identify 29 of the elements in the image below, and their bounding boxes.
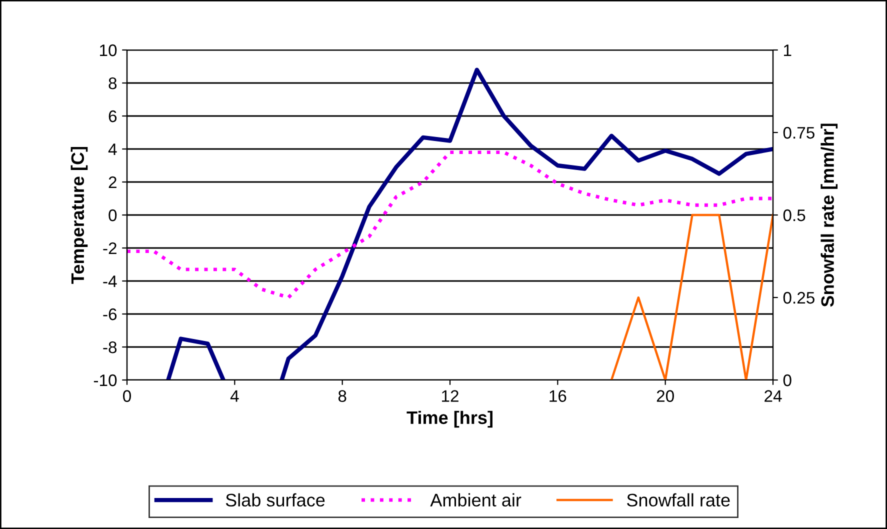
- y-tick-label: -2: [103, 242, 116, 254]
- x-tick-label: 24: [764, 390, 782, 402]
- y2-tick-label: 0.5: [783, 209, 806, 222]
- y-tick-label: -6: [103, 308, 117, 320]
- x-tick-label: 0: [123, 390, 131, 402]
- y2-tick-label: 0.25: [783, 292, 814, 304]
- x-axis-title: Time [hrs]: [406, 410, 492, 428]
- legend-label: Ambient air: [430, 493, 522, 507]
- y-tick-label: -8: [103, 341, 117, 354]
- legend-label: Snowfall rate: [627, 493, 730, 507]
- y-tick-label: 8: [108, 77, 117, 90]
- y2-axis-title: Snowfall rate [mm/hr]: [820, 124, 838, 307]
- x-tick-label: 8: [338, 390, 346, 402]
- y2-tick-label: 0.75: [783, 126, 814, 139]
- y-tick-label: 6: [108, 110, 117, 122]
- y-tick-label: 4: [108, 144, 117, 156]
- y-tick-label: 0: [108, 209, 117, 222]
- y2-tick-label: 1: [784, 44, 792, 56]
- y-tick-label: 2: [108, 176, 116, 188]
- x-tick-label: 20: [656, 390, 674, 402]
- y-tick-label: -4: [103, 276, 117, 288]
- x-tick-label: 4: [230, 390, 239, 402]
- y2-tick-label: 0: [783, 374, 792, 386]
- x-tick-label: 16: [550, 390, 566, 402]
- y-tick-label: 10: [100, 44, 117, 56]
- y-tick-label: -10: [94, 374, 117, 386]
- y-axis-title: Temperature [C]: [70, 146, 88, 284]
- legend-label: Slab surface: [226, 493, 325, 507]
- x-tick-label: 12: [442, 390, 458, 402]
